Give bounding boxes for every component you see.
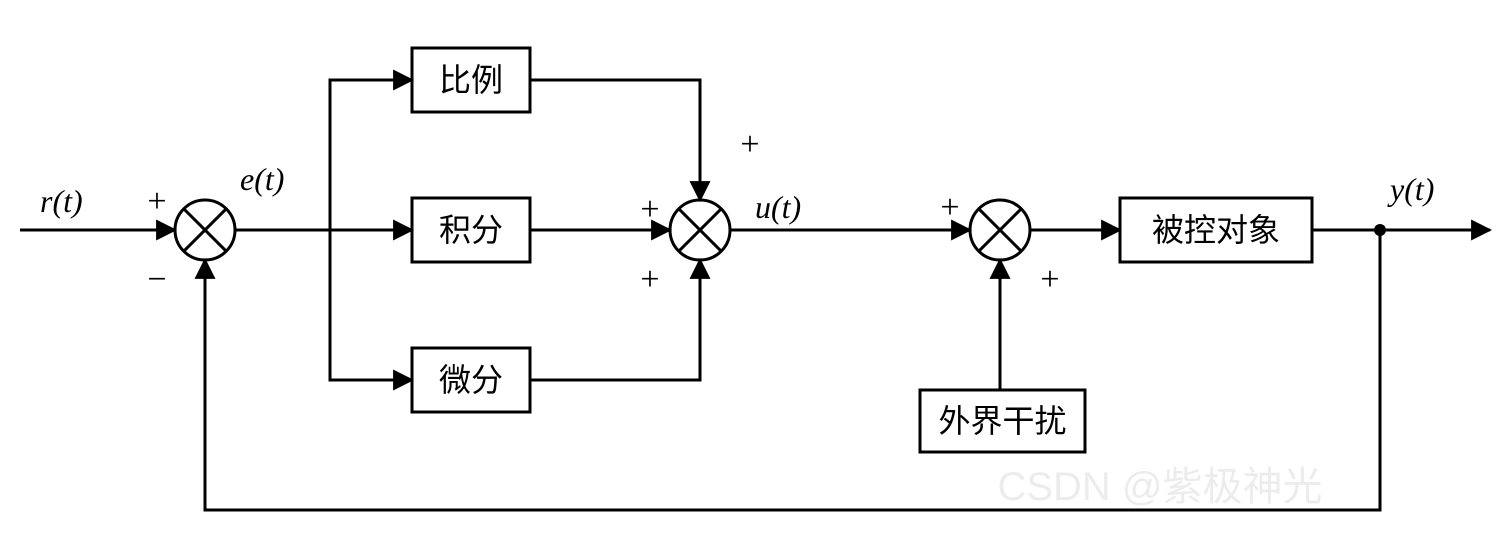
sign-sum2-left: + [640,191,659,228]
label-derivative: 微分 [439,362,503,398]
wire-to-proportional [330,80,412,230]
wire-from-proportional [530,80,700,200]
summer-disturbance [970,200,1030,260]
wire-to-derivative [330,230,412,380]
label-proportional: 比例 [439,62,503,98]
label-integral: 积分 [439,212,503,248]
pid-block-diagram: CSDN @紫极神光 比例 积分 微分 外界干扰 被控对象 [0,0,1507,533]
summer-pid [670,200,730,260]
sign-sum1-left: + [147,183,166,220]
label-output-signal: y(t) [1387,171,1434,207]
sign-sum2-top: + [740,126,759,163]
label-input-signal: r(t) [40,183,83,219]
sign-sum3-bottom: + [1040,261,1059,298]
sign-sum3-left: + [940,189,959,226]
sign-sum1-bottom: − [147,261,166,298]
label-disturbance: 外界干扰 [938,403,1066,439]
label-plant: 被控对象 [1152,212,1280,248]
sign-sum2-bottom: + [640,261,659,298]
label-control-signal: u(t) [755,189,801,225]
summer-error [175,200,235,260]
watermark-text: CSDN @紫极神光 [997,465,1322,509]
label-error-signal: e(t) [240,161,284,197]
wire-from-derivative [530,260,700,380]
